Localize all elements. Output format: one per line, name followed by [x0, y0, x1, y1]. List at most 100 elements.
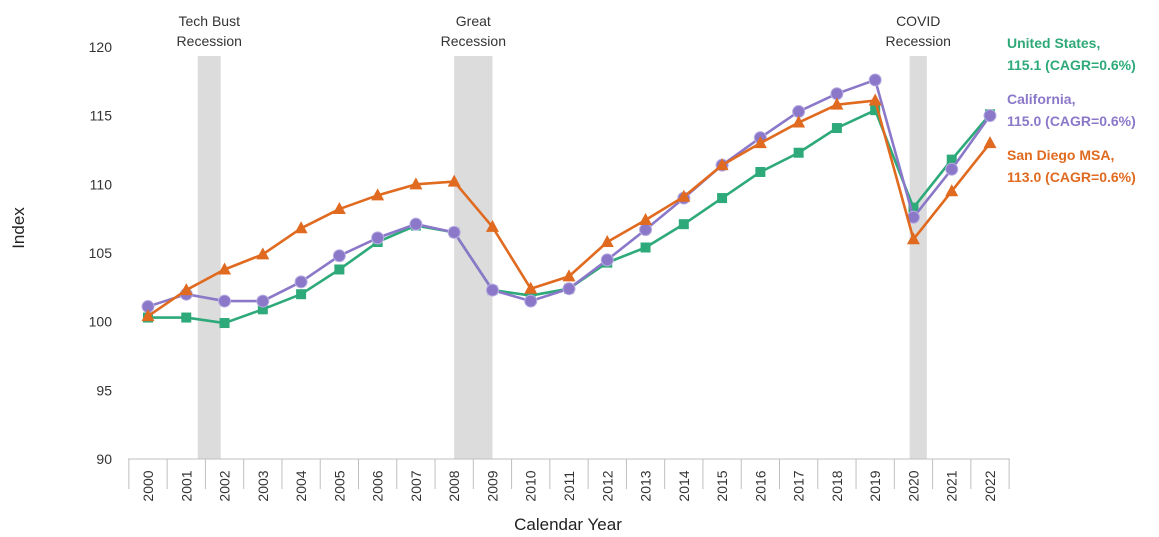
- x-tick-label: 2006: [370, 470, 386, 501]
- data-point: [639, 213, 653, 226]
- x-tick-label: 2015: [714, 470, 730, 501]
- data-point: [600, 253, 614, 267]
- data-point: [945, 162, 959, 176]
- data-point: [256, 294, 270, 308]
- x-tick-label: 2019: [867, 470, 883, 501]
- data-point: [371, 231, 385, 245]
- recession-label: Recession: [177, 33, 242, 49]
- legend-entry: 115.1 (CAGR=0.6%): [1007, 57, 1136, 73]
- x-tick-label: 2022: [982, 470, 998, 501]
- data-point: [792, 115, 806, 128]
- data-point: [868, 93, 882, 106]
- data-point: [908, 202, 919, 213]
- data-point: [983, 109, 997, 123]
- recession-label: Recession: [441, 33, 506, 49]
- recession-label: Tech Bust: [178, 13, 240, 29]
- data-point: [868, 73, 882, 87]
- data-point: [218, 262, 232, 275]
- data-point: [371, 188, 385, 201]
- data-point: [639, 223, 653, 237]
- x-tick-label: 2010: [523, 470, 539, 501]
- data-point: [447, 225, 461, 239]
- recession-label: Recession: [886, 33, 951, 49]
- x-tick-label: 2013: [638, 470, 654, 501]
- y-axis: 90 95 100 105 110 115 120: [89, 39, 113, 467]
- x-tick-label: 2012: [599, 470, 615, 501]
- data-point: [181, 312, 192, 323]
- recession-label: Great: [456, 13, 491, 29]
- x-tick-label: 2016: [752, 470, 768, 501]
- data-point: [218, 294, 232, 308]
- x-tick-label: 2020: [905, 470, 921, 501]
- y-tick-label: 105: [89, 245, 113, 261]
- data-point: [562, 269, 576, 282]
- data-point: [831, 123, 842, 134]
- legend-entry: 113.0 (CAGR=0.6%): [1007, 169, 1136, 185]
- data-point: [257, 304, 268, 315]
- data-point: [715, 158, 729, 171]
- data-point: [640, 242, 651, 253]
- y-tick-label: 120: [89, 39, 113, 55]
- x-tick-label: 2008: [446, 470, 462, 501]
- data-point: [945, 184, 959, 197]
- x-tick-label: 2001: [178, 470, 194, 501]
- x-tick-label: 2018: [829, 470, 845, 501]
- data-point: [256, 247, 270, 260]
- series-layer: [141, 73, 997, 329]
- data-point: [753, 136, 767, 149]
- data-point: [332, 249, 346, 263]
- data-point: [294, 221, 308, 234]
- data-point: [296, 289, 307, 300]
- recession-bands: Tech Bust Recession Great Recession COVID Rec…: [177, 13, 951, 459]
- y-axis-title: Index: [9, 207, 28, 249]
- x-tick-label: 2005: [331, 470, 347, 501]
- data-point: [485, 283, 499, 297]
- data-point: [678, 219, 689, 230]
- data-point: [332, 202, 346, 215]
- data-point: [755, 166, 766, 177]
- x-axis: 2000 2001 2002 2003 2004 2005 2006 2007 2008 2009…: [128, 458, 1010, 502]
- x-tick-label: 2000: [140, 470, 156, 501]
- data-point: [447, 174, 461, 187]
- x-tick-label: 2017: [791, 470, 807, 501]
- x-tick-label: 2011: [561, 471, 577, 501]
- data-point: [409, 217, 423, 231]
- data-point: [524, 281, 538, 294]
- x-tick-label: 2003: [255, 470, 271, 501]
- data-point: [793, 147, 804, 158]
- data-point: [485, 219, 499, 232]
- legend-entry: San Diego MSA,: [1007, 147, 1114, 163]
- data-point: [294, 275, 308, 289]
- data-point: [906, 232, 920, 245]
- data-point: [677, 189, 691, 202]
- data-point: [219, 318, 230, 329]
- data-point: [870, 105, 881, 116]
- data-point: [409, 177, 423, 190]
- data-point: [600, 235, 614, 248]
- legend-entry: California,: [1007, 91, 1075, 107]
- data-point: [946, 154, 957, 165]
- data-point: [717, 193, 728, 204]
- y-tick-label: 95: [96, 382, 112, 398]
- x-axis-title: Calendar Year: [514, 515, 622, 534]
- x-tick-label: 2014: [676, 470, 692, 501]
- y-tick-label: 110: [90, 176, 113, 192]
- legend-entry: 115.0 (CAGR=0.6%): [1007, 113, 1136, 129]
- data-point: [179, 283, 193, 296]
- recession-label: COVID: [896, 13, 940, 29]
- y-tick-label: 100: [89, 314, 113, 330]
- data-point: [562, 282, 576, 296]
- legend: United States, 115.1 (CAGR=0.6%) Californi…: [1007, 35, 1136, 185]
- recession-band: [909, 56, 927, 459]
- data-point: [983, 136, 997, 149]
- y-tick-label: 90: [96, 451, 112, 467]
- data-point: [334, 264, 345, 275]
- recession-band: [454, 56, 493, 459]
- y-tick-label: 115: [90, 108, 113, 124]
- x-tick-label: 2002: [217, 470, 233, 501]
- legend-entry: United States,: [1007, 35, 1100, 51]
- x-tick-label: 2009: [484, 470, 500, 501]
- recession-band: [197, 56, 221, 459]
- x-tick-label: 2021: [944, 470, 960, 501]
